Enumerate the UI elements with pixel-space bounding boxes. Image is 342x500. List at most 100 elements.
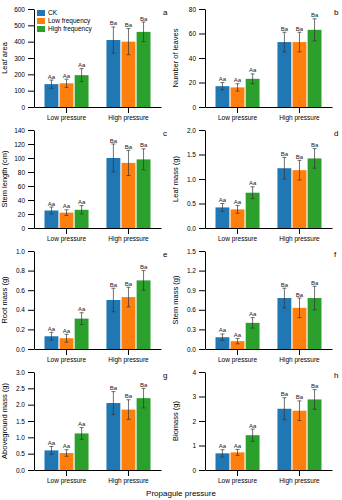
error-bar-line — [49, 332, 53, 333]
y-tick-label: 1.0 — [16, 434, 25, 441]
error-bar-line — [65, 449, 69, 450]
y-tick: 0.6 — [187, 306, 205, 313]
letter-label: Ba — [296, 292, 304, 298]
y-tick-label: 120 — [14, 141, 25, 148]
letter-label: Aa — [249, 67, 257, 73]
bar — [231, 452, 245, 470]
error-bar-line — [113, 288, 114, 312]
legend: CKLow frequencyHigh frequency — [37, 9, 92, 33]
y-tick-mark — [199, 329, 205, 330]
error-bar-line — [284, 288, 285, 308]
y-tick-label: 0.0 — [16, 467, 25, 474]
bar — [308, 30, 322, 107]
y-tick-label: 2.5 — [16, 385, 25, 392]
error-bar-line — [51, 446, 52, 454]
y-tick-label: 80 — [18, 169, 26, 176]
error-bar-line — [299, 401, 300, 421]
legend-label: Low frequency — [48, 17, 91, 25]
x-tick-mark — [128, 107, 129, 113]
y-tick-mark — [28, 25, 34, 26]
y-tick: 120 — [14, 141, 34, 148]
error-bar-line — [66, 79, 67, 87]
y-axis: 020406080100120140 — [14, 127, 34, 232]
legend-label: High frequency — [48, 25, 92, 33]
x-tick-mark — [66, 228, 67, 234]
error-bar — [126, 29, 130, 55]
y-tick-label: 100 — [14, 87, 25, 94]
figure: 0100200300400500600Low pressureHigh pres… — [0, 0, 342, 500]
letter-label: Aa — [63, 73, 71, 79]
error-bar-line — [142, 388, 146, 389]
error-bar-line — [65, 209, 69, 210]
y-tick-mark — [28, 107, 34, 108]
error-bar-line — [49, 214, 53, 215]
y-tick: 0.6 — [16, 287, 34, 294]
y-tick-label: 0 — [192, 104, 196, 111]
letter-label: Ba — [140, 142, 148, 148]
y-tick: 3 — [192, 393, 205, 400]
x-tick-label: Low pressure — [218, 114, 257, 122]
y-tick-mark — [28, 271, 34, 272]
y-axis-line — [205, 252, 206, 350]
y-tick-mark — [28, 251, 34, 252]
error-bar — [65, 450, 69, 457]
panel-label: a — [163, 8, 168, 17]
letter-label: Aa — [78, 421, 86, 427]
y-tick: 2.0 — [187, 127, 205, 134]
x-axis: Low pressureHigh pressure — [206, 228, 333, 243]
error-bar-line — [126, 28, 130, 29]
y-tick-label: 1.0 — [16, 248, 25, 255]
error-bar-line — [142, 148, 146, 149]
panel: 0.00.30.60.91.21.5Low pressureHigh press… — [171, 248, 337, 364]
error-bar-line — [128, 400, 129, 420]
error-bar — [80, 206, 84, 214]
x-tick-mark — [237, 228, 238, 234]
annotations: AaBaAaBaAaBa — [48, 138, 148, 210]
x-tick: Low pressure — [47, 228, 86, 243]
bar — [137, 280, 151, 349]
error-bar-line — [142, 41, 146, 42]
error-bar-line — [66, 450, 67, 457]
y-tick-mark — [28, 329, 34, 330]
y-tick-mark — [28, 91, 34, 92]
panel: 020406080100120140Low pressureHigh press… — [0, 127, 167, 243]
error-bar-line — [236, 449, 240, 450]
error-bar-line — [237, 84, 238, 91]
x-tick-mark — [299, 228, 300, 234]
y-tick: 0 — [21, 225, 34, 232]
y-tick: 40 — [18, 197, 34, 204]
letter-label: Ba — [110, 385, 118, 391]
letter-label: Aa — [234, 332, 242, 338]
bar — [308, 399, 322, 470]
y-tick-mark — [28, 130, 34, 131]
error-bar — [80, 428, 84, 440]
y-tick-label: 1.5 — [187, 151, 196, 158]
y-tick: 0.9 — [187, 287, 205, 294]
y-tick-mark — [199, 34, 205, 35]
error-bar-line — [251, 73, 255, 74]
y-tick-mark — [199, 228, 205, 229]
y-tick-mark — [199, 310, 205, 311]
x-tick: High pressure — [279, 349, 320, 364]
error-bar — [126, 287, 130, 307]
y-axis-title: Stem length (cm) — [0, 150, 9, 208]
y-tick-label: 0.6 — [187, 306, 196, 313]
y-tick-label: 500 — [14, 22, 25, 29]
annotations: AaBaAaBaAaBa — [219, 142, 319, 205]
y-tick: 60 — [189, 30, 205, 37]
y-tick-label: 60 — [189, 30, 197, 37]
marks — [215, 390, 321, 470]
letter-label: Ba — [281, 26, 289, 32]
x-axis: Low pressureHigh pressure — [35, 228, 162, 243]
error-bar — [251, 74, 255, 84]
y-axis: 0.00.51.01.52.02.53.0 — [16, 369, 35, 474]
y-tick: 0.8 — [16, 267, 34, 274]
y-tick-mark — [28, 9, 34, 10]
error-bar-line — [143, 22, 144, 42]
error-bar — [111, 392, 115, 415]
x-tick-mark — [299, 107, 300, 113]
x-tick-mark — [66, 470, 67, 476]
y-tick-label: 0.6 — [16, 287, 25, 294]
y-axis: 01234 — [192, 369, 205, 474]
error-bar — [220, 334, 224, 341]
